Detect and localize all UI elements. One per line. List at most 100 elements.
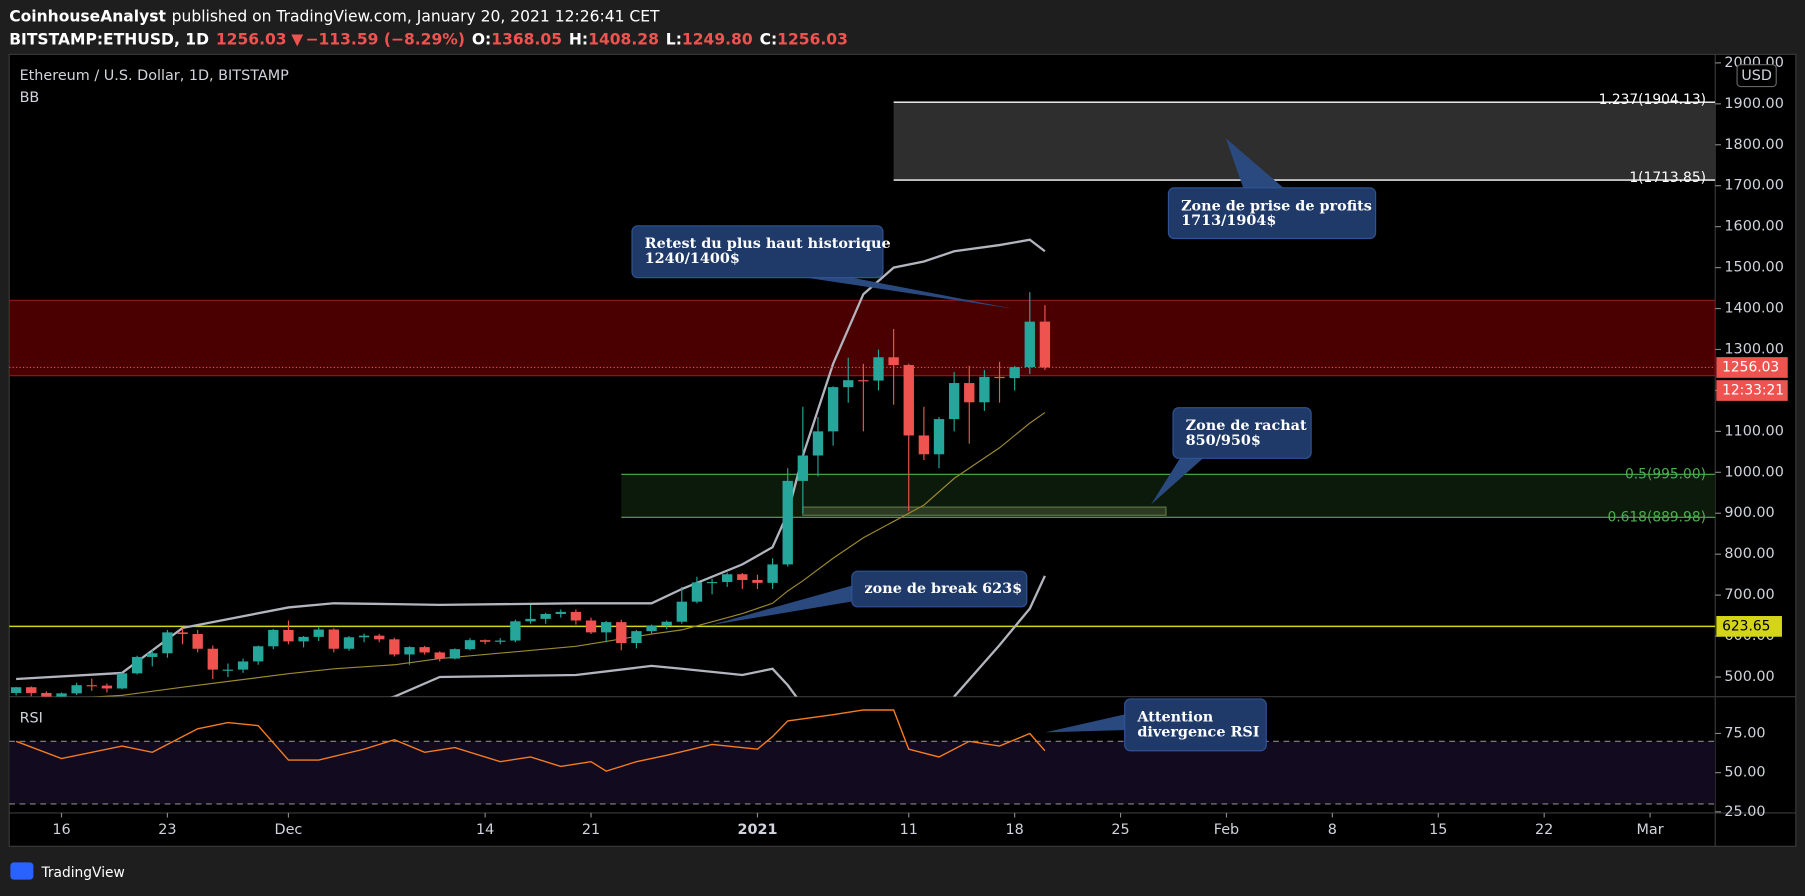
fib-label: 0.5(995.00) — [1625, 466, 1706, 482]
y-tick-label: 700.00 — [1724, 587, 1774, 603]
brand-icon — [10, 862, 34, 880]
candle-body — [752, 579, 763, 583]
ohlc-value: 1256.03 — [777, 30, 848, 48]
candle-body — [56, 693, 67, 697]
overlay: 500.00600.00700.00800.00900.001000.00110… — [52, 55, 1788, 838]
candle-body — [328, 629, 340, 649]
x-tick-label: 22 — [1535, 822, 1553, 838]
chart-title: Ethereum / U.S. Dollar, 1D, BITSTAMP — [20, 68, 290, 84]
candle-body — [283, 629, 294, 642]
candle-body — [86, 685, 97, 687]
callout-pointer — [1225, 138, 1284, 188]
author: CoinhouseAnalyst — [9, 7, 166, 25]
callout-box — [1172, 407, 1312, 459]
candle-body — [71, 685, 82, 694]
candle-body — [873, 357, 884, 381]
x-tick-label: Feb — [1214, 822, 1239, 838]
candle-body — [389, 639, 400, 655]
break-label: 623.65 — [1722, 618, 1770, 634]
callout-box — [851, 570, 1028, 608]
candle-body — [116, 673, 128, 689]
header-line: CoinhouseAnalyst published on TradingView… — [9, 7, 660, 25]
candle-body — [207, 648, 218, 670]
x-tick-label: 25 — [1111, 822, 1129, 838]
candle-body — [737, 574, 748, 580]
ohlc-value: 1408.28 — [588, 30, 659, 48]
candle-body — [464, 640, 476, 650]
callout-text: 1713/1904$ — [1181, 212, 1276, 229]
candle-body — [41, 692, 52, 697]
y-tick-label: 500.00 — [1724, 669, 1774, 685]
x-tick-label: 16 — [52, 822, 70, 838]
x-tick-label: Dec — [275, 822, 303, 838]
x-tick-label: 11 — [900, 822, 918, 838]
bollinger-lower — [390, 575, 1046, 697]
candle-body — [570, 611, 582, 621]
last-price-box — [1716, 357, 1788, 378]
y-tick-label: 1300.00 — [1724, 341, 1783, 357]
x-tick-label: Mar — [1637, 822, 1664, 838]
candle-body — [147, 653, 158, 657]
footer-brand: TradingView — [10, 862, 125, 881]
candle-body — [404, 647, 415, 655]
candle-body — [313, 629, 324, 637]
candle-body — [479, 640, 491, 642]
candle-body — [1039, 321, 1051, 368]
countdown-box — [1716, 380, 1788, 401]
candle-body — [510, 621, 521, 641]
candle-body — [843, 380, 854, 388]
candle-body — [419, 647, 430, 653]
callout-text: Retest du plus haut historique — [645, 235, 891, 252]
callout-box — [1167, 187, 1377, 240]
candle-body — [10, 687, 22, 693]
y-tick-label: 800.00 — [1724, 546, 1774, 562]
candle-body — [812, 431, 824, 456]
ticker: BITSTAMP:ETHUSD, 1D — [9, 30, 209, 48]
candle-body — [162, 632, 173, 654]
candle-body — [782, 480, 793, 565]
ohlc-key: L: — [666, 30, 682, 48]
bollinger-middle — [90, 412, 1046, 697]
candle-body — [268, 629, 279, 647]
direction: ▼ — [291, 30, 303, 48]
candle-body — [237, 661, 249, 670]
price-panel — [9, 101, 1716, 697]
candle-body — [616, 622, 627, 644]
candle-body — [26, 687, 37, 693]
break-label-box — [1716, 616, 1782, 637]
x-tick-label: 8 — [1328, 822, 1337, 838]
candle-body — [192, 634, 203, 649]
candle-body — [434, 652, 445, 659]
callout-pointer — [710, 584, 855, 626]
y-tick-label: 1400.00 — [1724, 301, 1783, 317]
currency: USD — [1741, 68, 1772, 84]
fib-label: 1.237(1904.13) — [1599, 92, 1706, 108]
candle-body — [600, 622, 612, 633]
candle-body — [253, 646, 264, 662]
buy-box — [802, 506, 1167, 516]
x-tick-label: 2021 — [737, 822, 777, 838]
candle-body — [646, 625, 657, 632]
callout-box — [631, 225, 884, 279]
y-tick-label: 1900.00 — [1724, 96, 1783, 112]
candle-body — [948, 383, 960, 420]
candle-body — [449, 649, 461, 659]
x-tick-label: 18 — [1006, 822, 1024, 838]
candle-body — [343, 637, 355, 649]
y-tick-label: 900.00 — [1724, 505, 1774, 521]
candle-body — [585, 620, 597, 633]
last-price: 1256.03 — [1722, 359, 1779, 375]
ohlc-key: C: — [760, 30, 778, 48]
rsi-tick-label: 75.00 — [1724, 725, 1765, 741]
currency-box — [1736, 64, 1777, 88]
ticker-line: BITSTAMP:ETHUSD, 1D 1256.03 ▼ −113.59 (−8.2… — [9, 30, 848, 48]
candle-body — [691, 582, 703, 602]
candle-body — [555, 611, 566, 614]
x-tick-label: 14 — [476, 822, 494, 838]
ohlc-key: O: — [472, 30, 491, 48]
rsi-tick-label: 25.00 — [1724, 804, 1765, 820]
candle-body — [933, 419, 945, 455]
y-tick-label: 1500.00 — [1724, 260, 1783, 276]
target-zone — [893, 102, 1716, 181]
